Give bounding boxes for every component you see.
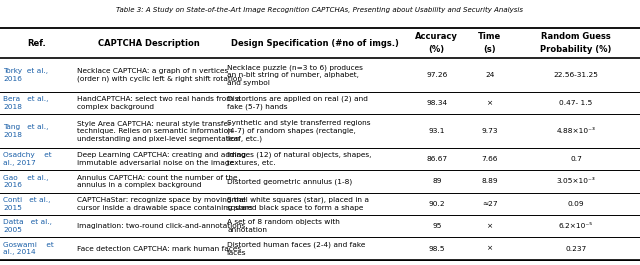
Text: 86.67: 86.67	[426, 156, 447, 162]
Text: CAPTCHA Description: CAPTCHA Description	[98, 39, 200, 47]
Text: ≈27: ≈27	[482, 201, 497, 207]
Text: (%): (%)	[429, 45, 445, 54]
Text: HandCAPTCHA: select two real hands from a
complex background: HandCAPTCHA: select two real hands from …	[77, 96, 240, 110]
Text: 95: 95	[432, 223, 442, 229]
Text: Design Specification (#no of imgs.): Design Specification (#no of imgs.)	[231, 39, 399, 47]
Text: Probability (%): Probability (%)	[540, 45, 612, 54]
Text: Distorted human faces (2-4) and fake
faces: Distorted human faces (2-4) and fake fac…	[227, 241, 365, 255]
Text: ×: ×	[486, 245, 493, 251]
Text: Gao    et al.,
2016: Gao et al., 2016	[3, 175, 49, 188]
Text: Accuracy: Accuracy	[415, 32, 458, 41]
Text: 7.66: 7.66	[481, 156, 498, 162]
Text: 0.47- 1.5: 0.47- 1.5	[559, 100, 593, 106]
Text: Deep Learning CAPTCHA: creating and adding
immutable adversarial noise on the im: Deep Learning CAPTCHA: creating and addi…	[77, 152, 246, 166]
Text: 0.237: 0.237	[565, 245, 587, 251]
Text: Osadchy    et
al., 2017: Osadchy et al., 2017	[3, 152, 52, 166]
Text: Tang   et al.,
2018: Tang et al., 2018	[3, 124, 49, 138]
Text: 9.73: 9.73	[481, 128, 498, 134]
Text: 3.05×10⁻³: 3.05×10⁻³	[557, 178, 595, 184]
Text: Distortions are applied on real (2) and
fake (5-7) hands: Distortions are applied on real (2) and …	[227, 96, 368, 110]
Text: Images (12) of natural objects, shapes,
textures, etc.: Images (12) of natural objects, shapes, …	[227, 152, 372, 166]
Text: Small white squares (star), placed in a
squared black space to form a shape: Small white squares (star), placed in a …	[227, 197, 369, 211]
Text: Imagination: two-round click-and-annotations: Imagination: two-round click-and-annotat…	[77, 223, 245, 229]
Text: Time: Time	[478, 32, 501, 41]
Text: Distorted geometric annulus (1-8): Distorted geometric annulus (1-8)	[227, 178, 353, 185]
Text: A set of 8 random objects with
annotation: A set of 8 random objects with annotatio…	[227, 219, 340, 233]
Text: Table 3: A Study on State-of-the-Art Image Recognition CAPTCHAs, Presenting abou: Table 3: A Study on State-of-the-Art Ima…	[116, 7, 524, 13]
Text: 98.5: 98.5	[429, 245, 445, 251]
Text: Necklace CAPTCHA: a graph of n vertices
(order n) with cyclic left & right shift: Necklace CAPTCHA: a graph of n vertices …	[77, 68, 242, 82]
Text: 6.2×10⁻⁵: 6.2×10⁻⁵	[559, 223, 593, 229]
Text: Conti   et al.,
2015: Conti et al., 2015	[3, 197, 51, 210]
Text: Datta   et al.,
2005: Datta et al., 2005	[3, 219, 52, 233]
Text: Annulus CAPTCHA: count the number of the
annulus in a complex background: Annulus CAPTCHA: count the number of the…	[77, 175, 237, 188]
Text: 0.09: 0.09	[568, 201, 584, 207]
Text: 4.88×10⁻³: 4.88×10⁻³	[557, 128, 595, 134]
Text: (s): (s)	[483, 45, 496, 54]
Text: 90.2: 90.2	[429, 201, 445, 207]
Text: Ref.: Ref.	[28, 39, 46, 47]
Text: Torky  et al.,
2016: Torky et al., 2016	[3, 68, 48, 82]
Text: 93.1: 93.1	[429, 128, 445, 134]
Text: Goswami    et
al., 2014: Goswami et al., 2014	[3, 242, 54, 255]
Text: ×: ×	[486, 100, 493, 106]
Text: Synthetic and style transferred regions
(4-7) of random shapes (rectangle,
leaf,: Synthetic and style transferred regions …	[227, 120, 371, 142]
Text: Style Area CAPTCHA: neural style transfer
technique. Relies on semantic informat: Style Area CAPTCHA: neural style transfe…	[77, 121, 239, 142]
Text: 8.89: 8.89	[481, 178, 498, 184]
Text: 89: 89	[432, 178, 442, 184]
Text: 97.26: 97.26	[426, 72, 447, 78]
Text: ×: ×	[486, 223, 493, 229]
Text: 98.34: 98.34	[426, 100, 447, 106]
Text: 24: 24	[485, 72, 494, 78]
Text: Necklace puzzle (n=3 to 6) produces
an n-bit string of number, alphabet,
and sym: Necklace puzzle (n=3 to 6) produces an n…	[227, 64, 363, 86]
Text: Random Guess: Random Guess	[541, 32, 611, 41]
Text: Face detection CAPTCHA: mark human faces: Face detection CAPTCHA: mark human faces	[77, 245, 241, 251]
Text: Bera   et al.,
2018: Bera et al., 2018	[3, 96, 49, 110]
Text: CAPTCHaStar: recognize space by moving the
cursor inside a drawable space contai: CAPTCHaStar: recognize space by moving t…	[77, 197, 253, 210]
Text: 22.56-31.25: 22.56-31.25	[554, 72, 598, 78]
Text: 0.7: 0.7	[570, 156, 582, 162]
